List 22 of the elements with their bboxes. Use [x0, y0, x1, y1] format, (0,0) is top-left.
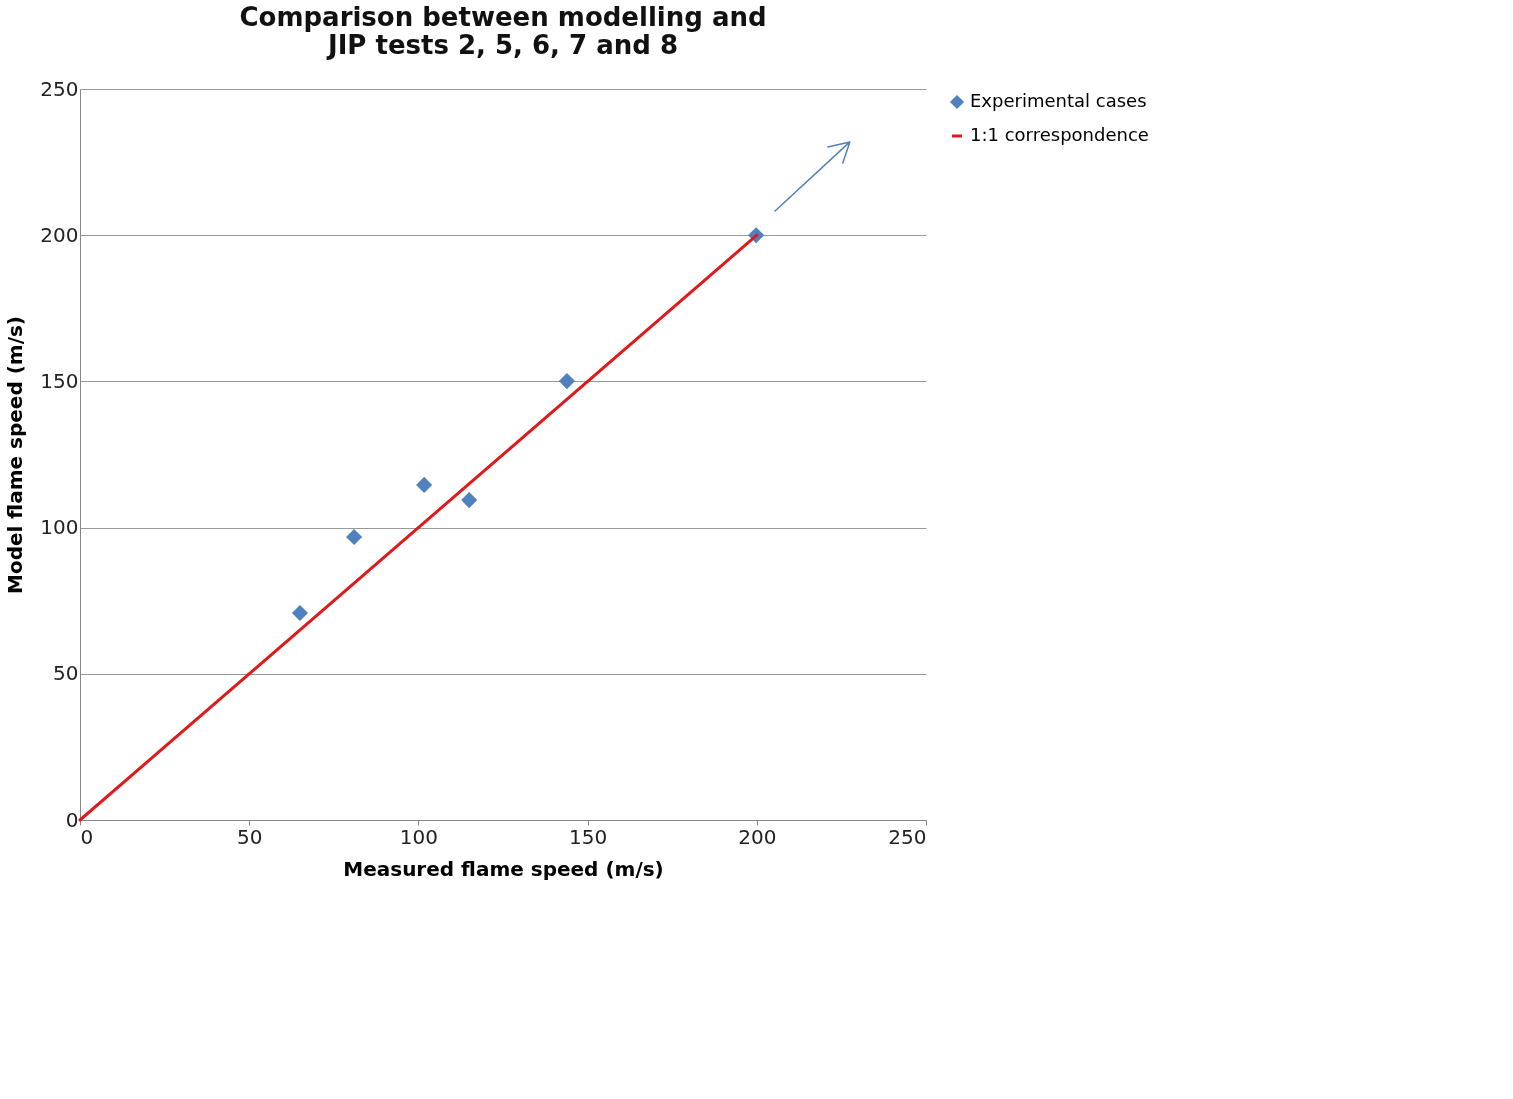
legend-label: 1:1 correspondence — [970, 124, 1149, 145]
y-tick-label: 50 — [53, 661, 79, 686]
x-tick-label: 100 — [399, 824, 438, 849]
y-axis-title: Model flame speed (m/s) — [3, 316, 28, 594]
y-tick-label: 200 — [40, 222, 79, 247]
point — [291, 604, 309, 622]
point — [461, 492, 478, 509]
x-tick-label: 50 — [236, 824, 263, 849]
chart-title: Comparison between modelling and JIP tests 2, 5, 6, 7 and 8 — [239, 2, 767, 60]
x-tick-label: 250 — [888, 824, 927, 849]
x-axis-title: Measured flame speed (m/s) — [343, 856, 664, 881]
y-tick-label: 250 — [40, 76, 79, 101]
point — [558, 373, 576, 390]
y-tick-label: 100 — [40, 515, 79, 540]
x-tick-label: 200 — [738, 824, 777, 849]
point — [346, 528, 363, 546]
point — [416, 476, 433, 493]
y-tick-label: 150 — [40, 368, 79, 393]
y-tick-label: 0 — [65, 807, 79, 832]
x-tick-label: 150 — [569, 824, 608, 849]
legend-label: Experimental cases — [970, 90, 1147, 111]
line-series — [774, 141, 851, 212]
